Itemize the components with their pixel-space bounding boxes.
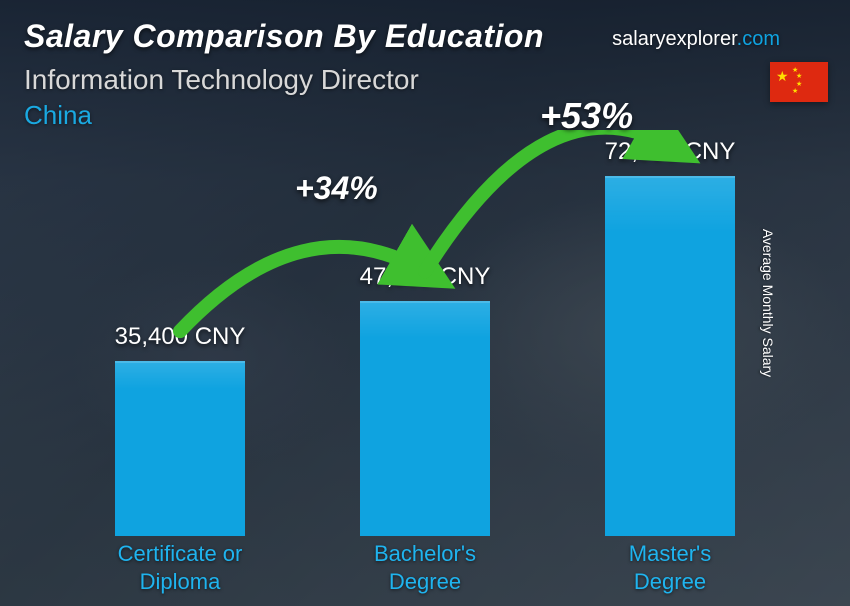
flag-star-icon: ★ — [776, 68, 789, 85]
bar — [605, 176, 735, 536]
brand-prefix: salaryexplorer — [612, 28, 737, 50]
bar-label: Bachelor'sDegree — [315, 540, 535, 595]
brand-suffix: .com — [737, 28, 780, 50]
chart-country: China — [24, 100, 92, 131]
bar-label: Certificate orDiploma — [70, 540, 290, 595]
flag-star-icon: ★ — [796, 72, 802, 80]
bar-value: 47,500 CNY — [315, 263, 535, 291]
bar-label: Master'sDegree — [560, 540, 780, 595]
bar — [360, 301, 490, 536]
chart-canvas: Salary Comparison By Education Informati… — [0, 0, 850, 606]
chart-subtitle: Information Technology Director — [24, 64, 419, 96]
flag-star-icon: ★ — [792, 87, 798, 95]
chart-title: Salary Comparison By Education — [24, 18, 544, 55]
flag-icon: ★ ★ ★ ★ ★ — [770, 62, 828, 102]
increase-percent: +53% — [540, 95, 633, 137]
bar-value: 35,400 CNY — [70, 323, 290, 351]
brand-label: salaryexplorer.com — [612, 28, 780, 51]
increase-percent: +34% — [295, 170, 378, 207]
bar-value: 72,900 CNY — [560, 138, 780, 166]
chart-plot-area: 35,400 CNYCertificate orDiploma47,500 CN… — [60, 130, 790, 536]
bar — [115, 361, 245, 536]
